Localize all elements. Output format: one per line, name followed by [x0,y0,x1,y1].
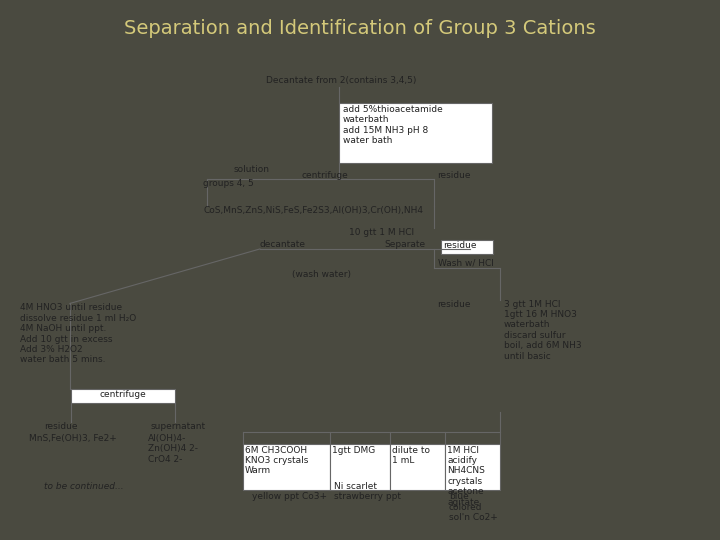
Bar [243,443,330,490]
Text: centrifuge: centrifuge [302,171,348,180]
Text: 1M HCl
acidify
NH4CNS
crystals
acetone
agitate: 1M HCl acidify NH4CNS crystals acetone a… [447,446,485,507]
Text: residue: residue [438,300,471,308]
Bar [445,443,500,490]
Bar [441,240,493,254]
Bar [71,389,175,403]
Text: (wash water): (wash water) [292,271,351,279]
Text: Al(OH)4-
Zn(OH)4 2-
CrO4 2-: Al(OH)4- Zn(OH)4 2- CrO4 2- [148,434,199,464]
Text: CoS,MnS,ZnS,NiS,FeS,Fe2S3,Al(OH)3,Cr(OH),NH4: CoS,MnS,ZnS,NiS,FeS,Fe2S3,Al(OH)3,Cr(OH)… [203,206,423,215]
Text: 10 gtt 1 M HCl: 10 gtt 1 M HCl [348,227,414,237]
Text: to be continued...: to be continued... [45,483,124,491]
Text: groups 4, 5: groups 4, 5 [203,179,254,188]
Text: residue: residue [438,171,471,180]
Text: 3 gtt 1M HCl
1gtt 16 M HNO3
waterbath
discard sulfur
boil, add 6M NH3
until basi: 3 gtt 1M HCl 1gtt 16 M HNO3 waterbath di… [504,300,581,361]
Text: decantate: decantate [260,240,306,249]
Text: residue: residue [45,422,78,431]
Text: dilute to
1 mL: dilute to 1 mL [392,446,431,465]
Text: 1gtt DMG: 1gtt DMG [332,446,375,455]
Text: Wash w/ HCl: Wash w/ HCl [438,259,493,268]
Text: residue: residue [444,241,477,250]
Text: supernatant: supernatant [150,422,205,431]
Text: Decantate from 2(contains 3,4,5): Decantate from 2(contains 3,4,5) [266,76,416,85]
Text: Ni scarlet: Ni scarlet [333,483,377,491]
Text: Separation and Identification of Group 3 Cations: Separation and Identification of Group 3… [124,19,596,38]
Text: yellow ppt Co3+: yellow ppt Co3+ [252,492,328,501]
Text: 4M HNO3 until residue
dissolve residue 1 ml H₂O
4M NaOH until ppt.
Add 10 gtt in: 4M HNO3 until residue dissolve residue 1… [20,303,136,364]
Text: add 5%thioacetamide
waterbath
add 15M NH3 pH 8
water bath: add 5%thioacetamide waterbath add 15M NH… [343,105,443,145]
Text: strawberry ppt: strawberry ppt [333,492,400,501]
Bar [330,443,390,490]
Text: centrifuge: centrifuge [99,390,146,399]
Bar [390,443,445,490]
Text: 6M CH3COOH
KNO3 crystals
Warm: 6M CH3COOH KNO3 crystals Warm [245,446,308,475]
Text: solution: solution [233,165,269,174]
Text: Separate: Separate [384,240,426,249]
Text: MnS,Fe(OH)3, Fe2+: MnS,Fe(OH)3, Fe2+ [30,434,117,443]
Bar [339,103,492,163]
Text: blue
colored
sol'n Co2+: blue colored sol'n Co2+ [449,492,498,522]
